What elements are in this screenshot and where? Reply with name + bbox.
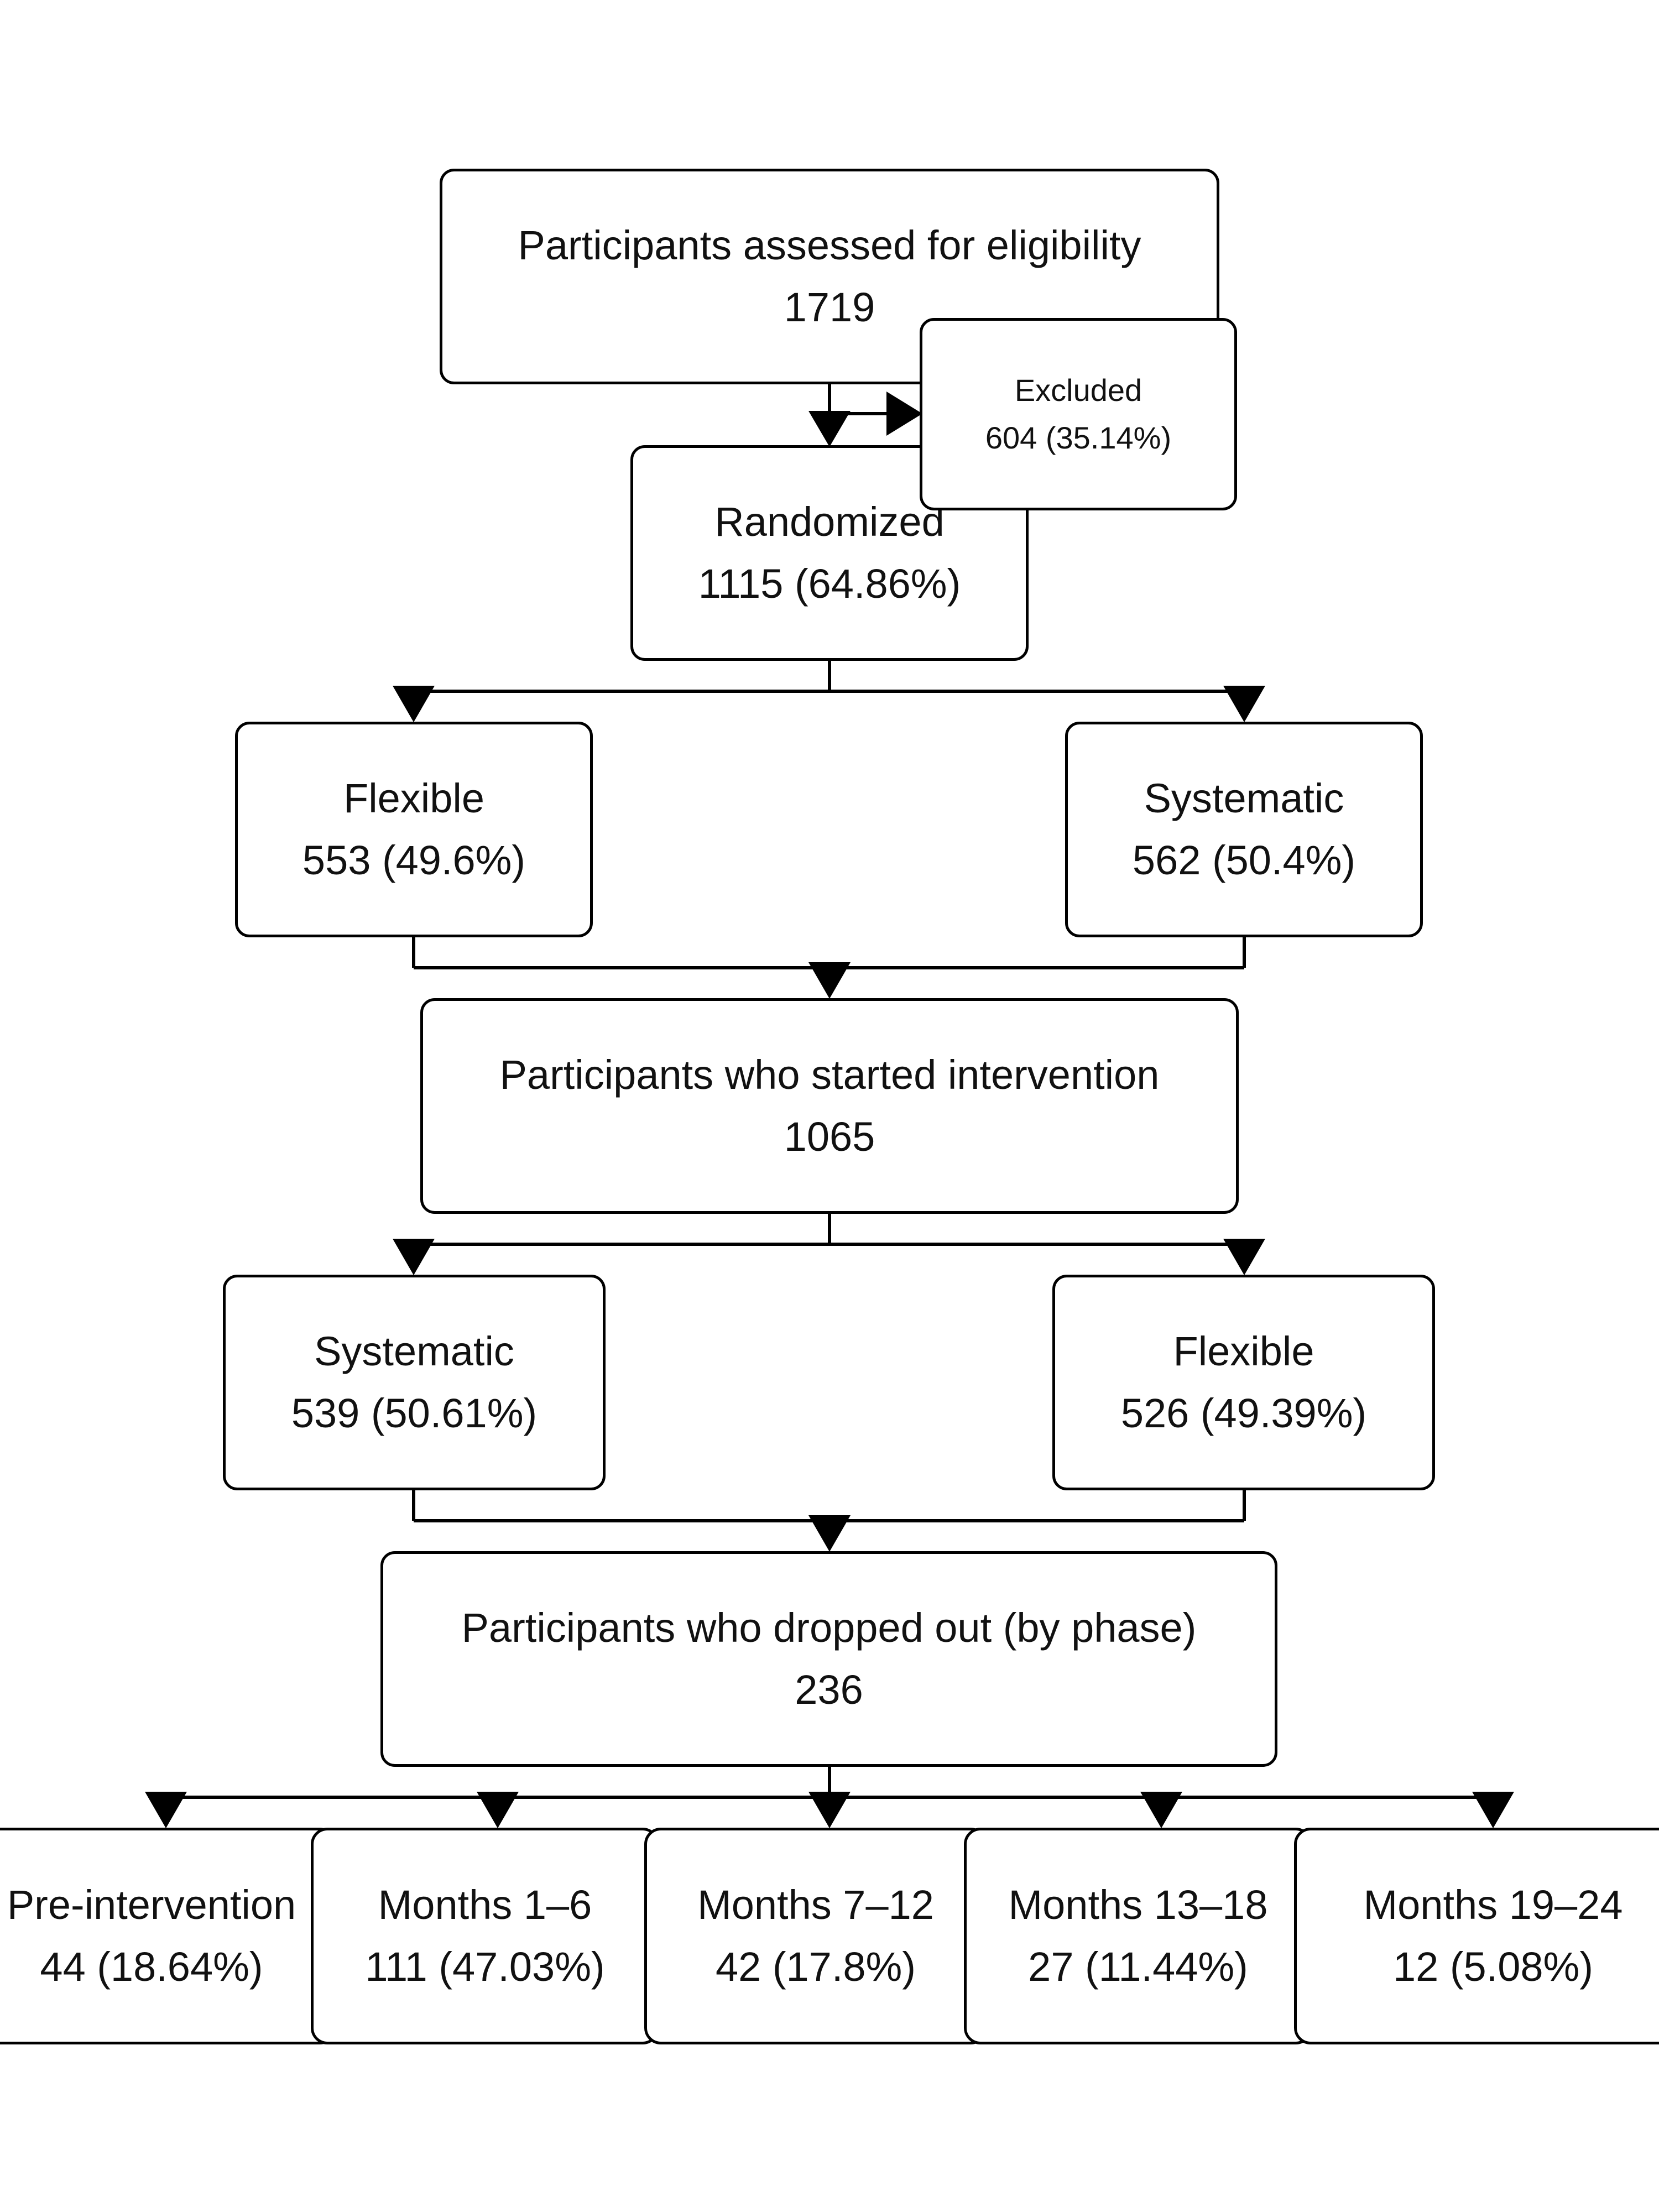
arrowhead-months-19-24: [1472, 1792, 1514, 1828]
phase-label: Months 19–24: [1363, 1882, 1623, 1928]
dropped-count: 236: [795, 1667, 863, 1713]
dropped-box: Participants who dropped out (by phase) …: [380, 1551, 1277, 1767]
systematic-started-count: 539 (50.61%): [291, 1390, 538, 1436]
phase-count: 111 (47.03%): [365, 1944, 605, 1990]
phase-pre-intervention-box: Pre-intervention 44 (18.64%): [0, 1828, 336, 2044]
randomized-label: Randomized: [714, 499, 945, 545]
systematic-started-box: Systematic 539 (50.61%): [223, 1275, 606, 1490]
arrowhead-months-13-18: [1140, 1792, 1182, 1828]
phase-count: 44 (18.64%): [40, 1944, 263, 1990]
phase-count: 12 (5.08%): [1393, 1944, 1593, 1990]
arrowhead-started: [808, 962, 851, 999]
phase-count: 27 (11.44%): [1028, 1944, 1248, 1990]
arrowhead-systematic-2: [393, 1239, 435, 1275]
systematic-arm-count: 562 (50.4%): [1132, 837, 1356, 883]
phase-months-19-24-box: Months 19–24 12 (5.08%): [1294, 1828, 1659, 2044]
phase-count: 42 (17.8%): [716, 1944, 916, 1990]
arrowhead-randomized: [808, 411, 851, 447]
flexible-arm-box: Flexible 553 (49.6%): [235, 722, 593, 937]
phase-months-13-18-box: Months 13–18 27 (11.44%): [964, 1828, 1312, 2044]
dropped-label: Participants who dropped out (by phase): [461, 1605, 1197, 1651]
arrowhead-months-7-12: [808, 1792, 851, 1828]
phase-months-1-6-box: Months 1–6 111 (47.03%): [311, 1828, 659, 2044]
assessed-label: Participants assessed for eligibility: [518, 222, 1141, 268]
started-label: Participants who started intervention: [499, 1052, 1160, 1098]
excluded-label: Excluded: [1014, 373, 1142, 408]
excluded-count: 604 (35.14%): [985, 420, 1172, 455]
systematic-arm-label: Systematic: [1144, 775, 1344, 821]
started-count: 1065: [784, 1114, 875, 1160]
excluded-box: Excluded 604 (35.14%): [920, 318, 1237, 510]
systematic-started-label: Systematic: [314, 1328, 514, 1374]
assessed-box: Participants assessed for eligibility 17…: [440, 169, 1219, 384]
randomized-count: 1115 (64.86%): [698, 561, 961, 607]
arrowhead-flexible-2: [1223, 1239, 1265, 1275]
arrowhead-months-1-6: [477, 1792, 519, 1828]
phase-label: Months 7–12: [697, 1882, 934, 1928]
started-box: Participants who started intervention 10…: [420, 998, 1239, 1214]
assessed-count: 1719: [784, 284, 875, 330]
flexible-started-box: Flexible 526 (49.39%): [1052, 1275, 1435, 1490]
flexible-started-count: 526 (49.39%): [1120, 1390, 1367, 1436]
phase-label: Months 1–6: [378, 1882, 592, 1928]
arrowhead-systematic: [1223, 686, 1265, 722]
systematic-arm-box: Systematic 562 (50.4%): [1065, 722, 1423, 937]
arrowhead-pre-intervention: [145, 1792, 187, 1828]
phase-label: Months 13–18: [1008, 1882, 1268, 1928]
flexible-arm-label: Flexible: [343, 775, 484, 821]
phase-label: Pre-intervention: [7, 1882, 296, 1928]
flexible-arm-count: 553 (49.6%): [302, 837, 526, 883]
arrowhead-flexible: [393, 686, 435, 722]
arrowhead-dropped: [808, 1515, 851, 1552]
arrowhead-excluded: [886, 392, 922, 436]
phase-months-7-12-box: Months 7–12 42 (17.8%): [644, 1828, 987, 2044]
flexible-started-label: Flexible: [1173, 1328, 1314, 1374]
